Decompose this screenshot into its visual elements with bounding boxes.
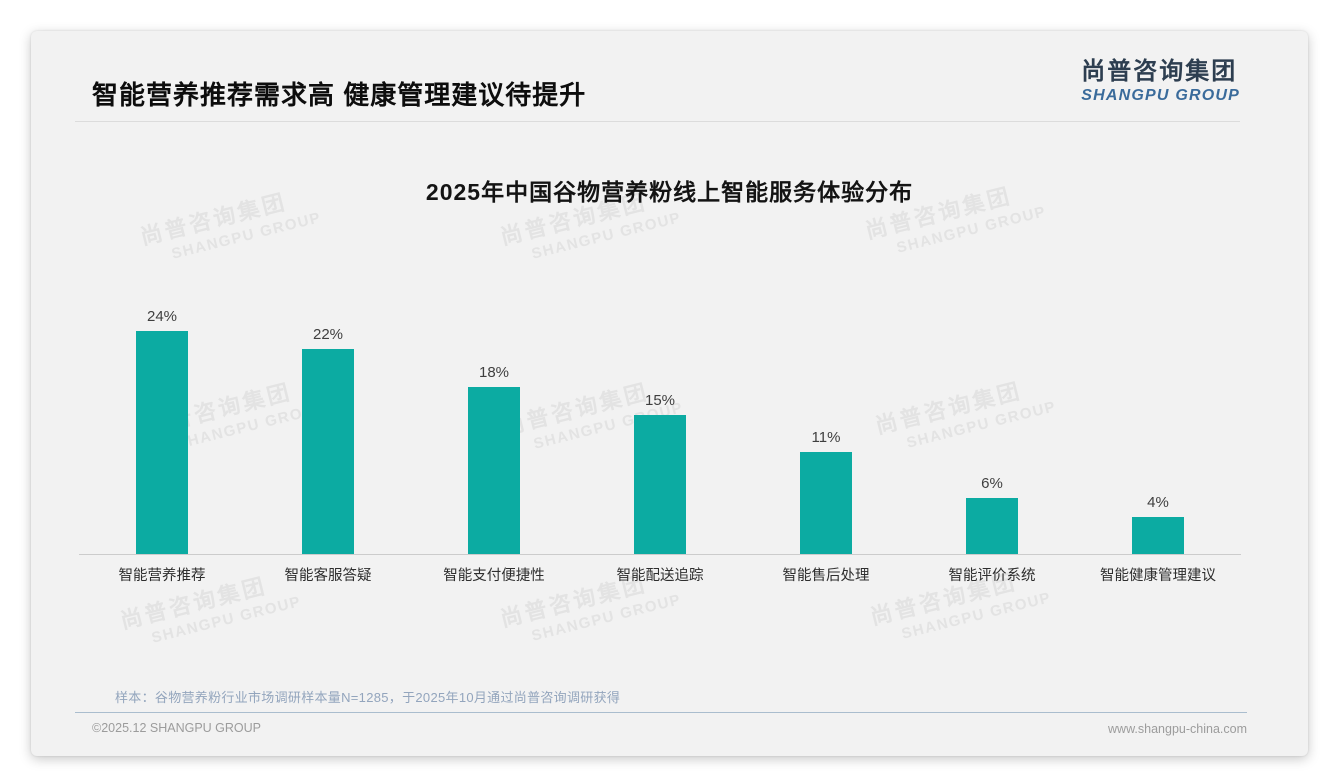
- bar-column: 4%: [1075, 494, 1241, 554]
- bar: [468, 386, 520, 554]
- bar: [800, 451, 852, 554]
- bar-column: 22%: [245, 326, 411, 554]
- bar-chart-plot-area: 24% 22% 18% 15% 11% 6% 4%: [79, 231, 1241, 555]
- logo-chinese-text: 尚普咨询集团: [1081, 58, 1238, 85]
- chart-title: 2025年中国谷物营养粉线上智能服务体验分布: [425, 179, 914, 205]
- bar-column: 11%: [743, 429, 909, 554]
- bar-value-label: 11%: [811, 428, 841, 446]
- bar-column: 24%: [79, 308, 245, 554]
- sample-footnote: 样本：谷物营养粉行业市场调研样本量N=1285，于2025年10月通过尚普咨询调…: [115, 690, 621, 705]
- bar: [302, 349, 354, 554]
- footer-divider: [75, 712, 1247, 713]
- x-axis-category-row: 智能营养推荐 智能客服答疑 智能支付便捷性 智能配送追踪 智能售后处理 智能评价系统 智能健…: [79, 564, 1241, 585]
- bar-column: 15%: [577, 391, 743, 554]
- title-divider: [75, 121, 1240, 122]
- logo-english-text: SHANGPU GROUP: [1081, 87, 1240, 104]
- footer-website-url: www.shangpu-china.com: [1108, 722, 1247, 736]
- bar: [136, 330, 188, 554]
- page-title: 智能营养推荐需求高 健康管理建议待提升: [92, 80, 587, 110]
- watermark-english-text: SHANGPU GROUP: [529, 591, 684, 645]
- bar-column: 6%: [909, 475, 1075, 554]
- bar-category-label: 智能健康管理建议: [1100, 568, 1216, 584]
- bar-value-label: 22%: [312, 326, 344, 344]
- watermark-english-text: SHANGPU GROUP: [149, 593, 304, 647]
- bar-value-label: 4%: [1147, 493, 1169, 511]
- bar: [634, 414, 686, 554]
- bar: [1132, 516, 1184, 554]
- footer-copyright: ©2025.12 SHANGPU GROUP: [92, 721, 261, 735]
- report-slide-card: 尚普咨询集团 SHANGPU GROUP 尚普咨询集团 SHANGPU GROUP 尚普…: [31, 31, 1308, 756]
- bar-value-label: 24%: [146, 307, 178, 325]
- bar-value-label: 18%: [478, 363, 510, 381]
- bar-category-label: 智能评价系统: [948, 568, 1036, 584]
- shangpu-logo: 尚普咨询集团 SHANGPU GROUP: [1081, 51, 1240, 105]
- bar-category-label: 智能营养推荐: [118, 568, 206, 584]
- bar-value-label: 15%: [644, 391, 676, 409]
- bar-category-label: 智能支付便捷性: [443, 568, 545, 584]
- bar: [966, 498, 1018, 554]
- bar-category-label: 智能配送追踪: [616, 568, 704, 584]
- bar-value-label: 6%: [981, 475, 1003, 493]
- watermark-english-text: SHANGPU GROUP: [899, 589, 1054, 643]
- bar-category-label: 智能售后处理: [782, 568, 870, 584]
- bar-category-label: 智能客服答疑: [284, 568, 372, 584]
- bar-column: 18%: [411, 364, 577, 554]
